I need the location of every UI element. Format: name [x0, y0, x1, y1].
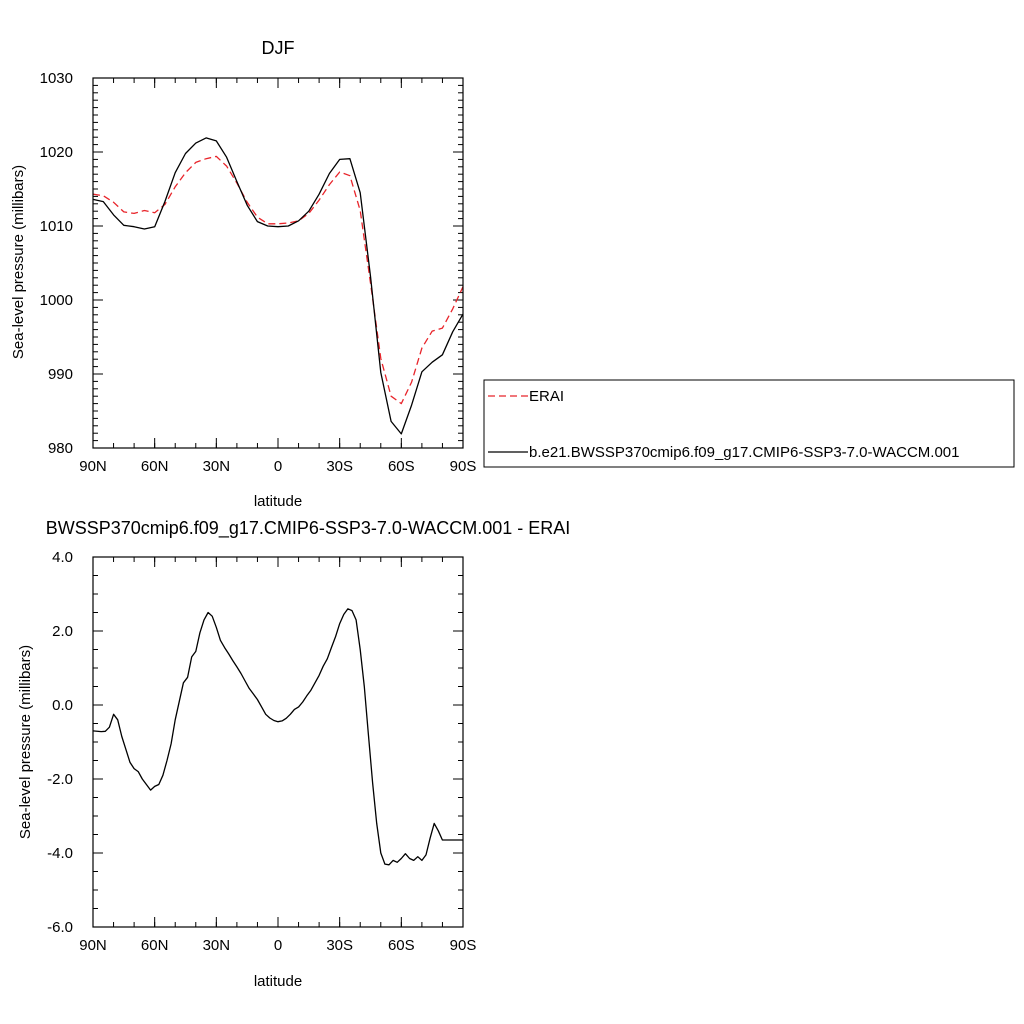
- top-x-tick-label: 60N: [141, 458, 169, 475]
- top-series-group: [92, 137, 464, 435]
- top-x-tick-label: 60S: [388, 458, 415, 475]
- bottom-x-tick-label: 90N: [79, 937, 107, 954]
- bottom-x-axis-label: latitude: [254, 973, 302, 990]
- bottom-x-tick-label: 60S: [388, 937, 415, 954]
- bottom-series-group: [92, 608, 463, 866]
- top-x-axis-label: latitude: [254, 493, 302, 510]
- top-x-tick-label: 30N: [203, 458, 231, 475]
- top-x-tick-label: 30S: [326, 458, 353, 475]
- bottom-y-tick-label: 0.0: [52, 697, 73, 714]
- top-y-tick-label: 1000: [40, 292, 73, 309]
- top-y-tick-label: 1020: [40, 144, 73, 161]
- top-y-tick-label: 990: [48, 366, 73, 383]
- bottom-x-tick-label: 30S: [326, 937, 353, 954]
- bottom-y-tick-label: -6.0: [47, 919, 73, 936]
- bottom-series-line-0: [92, 608, 463, 866]
- bottom-y-tick-label: 2.0: [52, 623, 73, 640]
- bottom-y-tick-label: -2.0: [47, 771, 73, 788]
- top-y-axis-label: Sea-level pressure (millibars): [10, 165, 27, 359]
- bottom-x-tick-label: 0: [274, 937, 282, 954]
- top-series-line-0: [92, 155, 464, 405]
- bottom-plot-frame: [92, 556, 464, 928]
- legend-label-erai: ERAI: [529, 388, 564, 405]
- bottom-chart-title: BWSSP370cmip6.f09_g17.CMIP6-SSP3-7.0-WAC…: [46, 518, 571, 539]
- legend: ERAI b.e21.BWSSP370cmip6.f09_g17.CMIP6-S…: [483, 379, 1015, 468]
- top-plot-frame: [92, 77, 464, 449]
- bottom-x-tick-label: 90S: [450, 937, 477, 954]
- top-y-tick-label: 980: [48, 440, 73, 457]
- bottom-x-tick-label: 30N: [203, 937, 231, 954]
- top-series-line-1: [92, 137, 464, 435]
- legend-label-model: b.e21.BWSSP370cmip6.f09_g17.CMIP6-SSP3-7…: [529, 444, 959, 461]
- legend-box: [483, 379, 1015, 468]
- top-chart-title: DJF: [262, 38, 295, 58]
- bottom-x-tick-label: 60N: [141, 937, 169, 954]
- bottom-axis-ticks: 90N 60N 30N 0 30S 60S 90S 4.0 2.0 0.0 -2.0 -4.0 -6.0: [47, 549, 476, 954]
- top-panel: DJF Sea-level pressure (millibars) latit…: [10, 38, 476, 510]
- bottom-y-tick-label: 4.0: [52, 549, 73, 566]
- top-y-tick-label: 1030: [40, 70, 73, 87]
- bottom-y-axis-label: Sea-level pressure (millibars): [17, 645, 34, 839]
- top-axis-ticks: 90N 60N 30N 0 30S 60S 90S 1030 1020 1010 1000 990 98…: [40, 70, 477, 475]
- top-x-tick-label: 90S: [450, 458, 477, 475]
- top-x-tick-label: 90N: [79, 458, 107, 475]
- bottom-panel: BWSSP370cmip6.f09_g17.CMIP6-SSP3-7.0-WAC…: [17, 518, 570, 990]
- bottom-y-tick-label: -4.0: [47, 845, 73, 862]
- top-x-tick-label: 0: [274, 458, 282, 475]
- top-y-tick-label: 1010: [40, 218, 73, 235]
